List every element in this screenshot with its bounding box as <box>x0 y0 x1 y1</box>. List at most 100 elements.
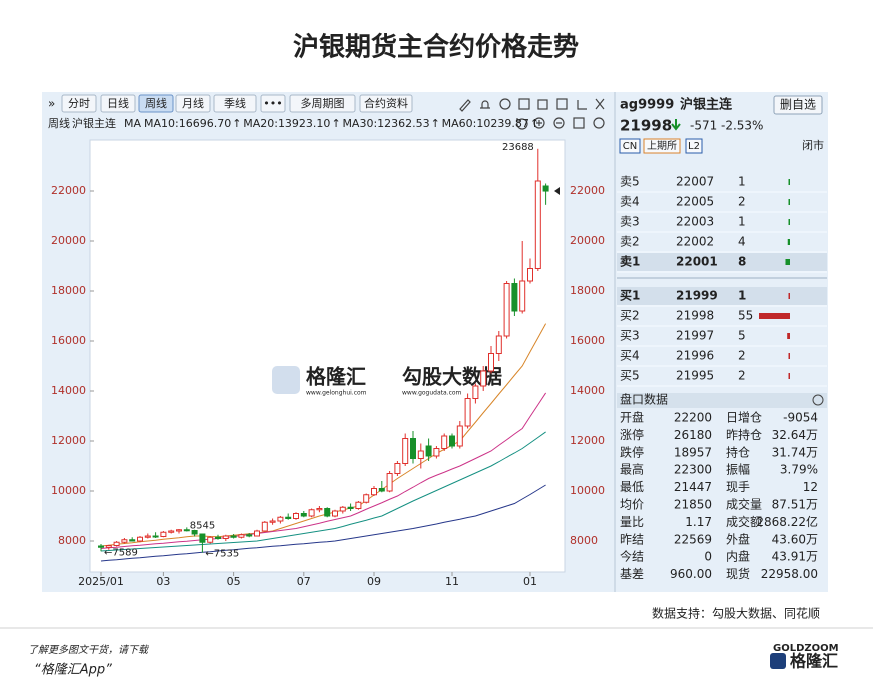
book-price: 21997 <box>676 329 714 343</box>
tab[interactable] <box>260 94 286 113</box>
tab[interactable] <box>359 94 413 113</box>
candle-body <box>191 530 198 535</box>
book-price: 21996 <box>676 349 714 363</box>
candle-body <box>347 506 354 509</box>
panel-value: 43.91万 <box>772 550 818 564</box>
expand-icon[interactable]: » <box>48 97 55 111</box>
book-label: 卖3 <box>620 215 640 229</box>
button[interactable] <box>773 95 823 115</box>
candle-body <box>425 445 432 457</box>
tab[interactable] <box>138 94 174 113</box>
toolbar-icons[interactable] <box>459 98 605 130</box>
tab-label[interactable]: 日线 <box>107 96 129 110</box>
watermark-brand: 格隆汇 <box>306 365 366 389</box>
book-volume: 1 <box>738 289 746 303</box>
y2-tick-label: 18000 <box>570 284 605 297</box>
tab-label[interactable]: 月线 <box>182 96 204 110</box>
book-label: 卖5 <box>620 175 640 189</box>
book-label: 卖4 <box>620 195 640 209</box>
panel-value: 3.79% <box>780 463 818 477</box>
tab-label[interactable]: ••• <box>263 97 282 110</box>
ma-line <box>100 392 547 549</box>
tab[interactable] <box>61 94 97 113</box>
candle-body <box>386 473 393 492</box>
x-tick-label: 11 <box>445 575 459 588</box>
ma-prefix: MA <box>124 117 141 130</box>
panel-value: -9054 <box>783 411 818 425</box>
candle-body <box>324 508 331 517</box>
candle-body <box>285 516 292 519</box>
candle-body <box>137 536 143 542</box>
button-label[interactable]: 删自选 <box>780 98 816 112</box>
quote-name: 沪银主连 <box>680 97 733 113</box>
panel-value: 22300 <box>674 463 712 477</box>
book-volume: 2 <box>738 369 746 383</box>
candle-body <box>332 510 338 517</box>
tab-label[interactable]: 多周期图 <box>301 96 345 110</box>
panel-label: 最低 <box>620 480 644 494</box>
panel-value: 12 <box>803 480 818 494</box>
candle-body <box>371 488 377 496</box>
panel-label: 现货 <box>726 566 750 581</box>
candle-body <box>246 534 253 537</box>
book-volume: 1 <box>738 215 746 229</box>
ma-trend: ↑ <box>431 117 440 130</box>
volume-bar <box>788 373 790 379</box>
candle-body <box>433 448 440 457</box>
candle-body <box>230 535 237 538</box>
panel-value: 2868.22亿 <box>756 514 818 529</box>
tag-label: L2 <box>688 141 700 152</box>
annotation: ←7535 <box>205 549 239 560</box>
tab[interactable] <box>213 94 257 113</box>
tab-label[interactable]: 周线 <box>145 96 167 110</box>
quote-change-pct: -2.53% <box>721 119 763 133</box>
panel-value: 32.64万 <box>772 428 818 442</box>
tab[interactable] <box>100 94 136 113</box>
tab[interactable] <box>289 94 356 113</box>
panel-label: 成交额 <box>726 514 762 529</box>
book-volume: 2 <box>738 349 746 363</box>
tag <box>619 138 641 154</box>
candle-body <box>269 520 276 523</box>
tab-label[interactable]: 分时 <box>68 97 90 110</box>
x-tick-label: 2025/01 <box>78 575 124 588</box>
panel-value: 31.74万 <box>772 445 818 459</box>
candle-body <box>534 180 541 269</box>
candle-body <box>207 536 214 543</box>
panel-header <box>617 393 827 408</box>
book-volume: 2 <box>738 195 746 209</box>
tab-label[interactable]: 季线 <box>224 96 246 110</box>
volume-bar <box>788 179 790 185</box>
candle-body <box>308 509 315 517</box>
tag <box>685 138 703 154</box>
candle-body <box>254 530 260 537</box>
panel-value: 21447 <box>674 480 712 494</box>
book-label: 买4 <box>620 349 640 363</box>
candle-body <box>472 385 479 399</box>
panel-title: 盘口数据 <box>620 392 668 407</box>
candle-body <box>277 516 284 522</box>
candle-body <box>105 545 112 548</box>
panel-label: 成交量 <box>726 497 762 512</box>
tab[interactable] <box>175 94 211 113</box>
y2-tick-label: 20000 <box>570 234 605 247</box>
tab-label[interactable]: 合约资料 <box>364 96 408 110</box>
volume-bar <box>788 199 790 205</box>
volume-bar <box>788 219 790 225</box>
y-tick-label: 10000 <box>51 484 86 497</box>
ma-legend: MA10:16696.70 <box>144 117 231 130</box>
panel-value: 960.00 <box>670 567 712 581</box>
watermark-data-url: www.gogudata.com <box>402 390 462 397</box>
quote-change: -571 <box>690 119 717 133</box>
brand-cn: 格隆汇 <box>790 652 838 671</box>
panel-label: 外盘 <box>726 531 750 546</box>
watermark-data: 勾股大数据 <box>402 365 502 389</box>
tag-label: CN <box>623 141 637 152</box>
settings-icon[interactable] <box>812 394 824 406</box>
candle-body <box>464 398 471 427</box>
y-tick-label: 8000 <box>58 534 86 547</box>
candle-body <box>316 508 323 511</box>
candle-body <box>441 435 448 449</box>
candle-body <box>152 535 159 538</box>
row-highlight <box>617 253 827 271</box>
